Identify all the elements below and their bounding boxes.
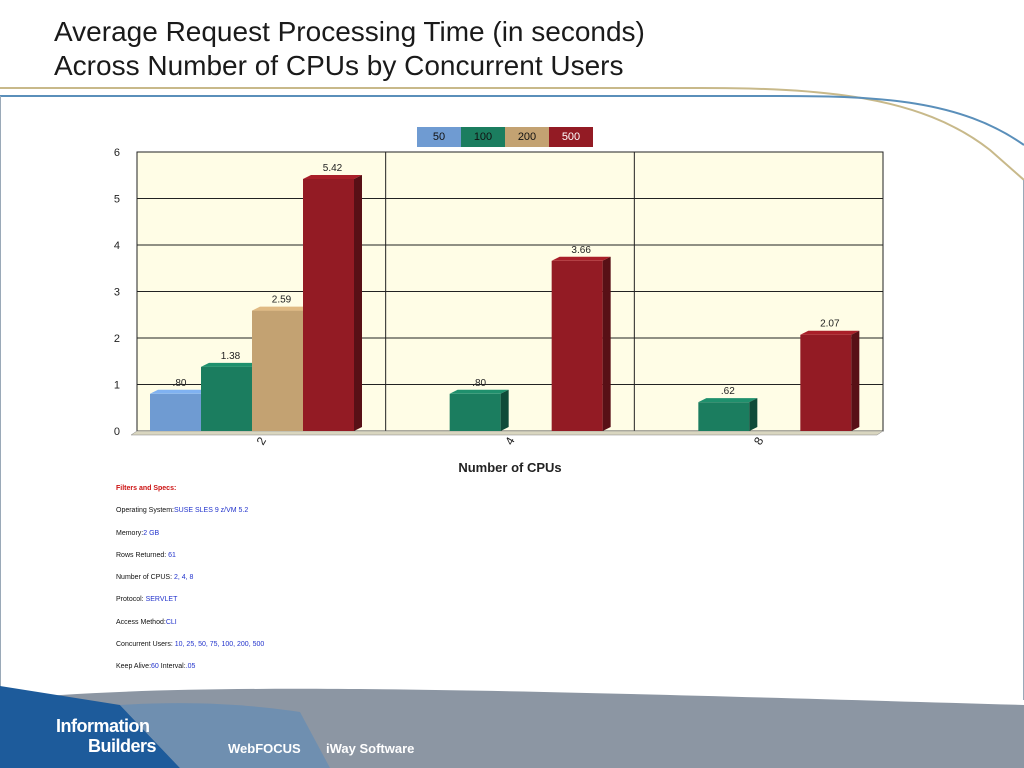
keepalive-label: Keep Alive:	[116, 663, 152, 671]
company-logo-line2: Builders	[88, 736, 157, 756]
legend-item-200: 200	[505, 127, 549, 147]
y-tick-label: 5	[114, 194, 120, 206]
data-label-100-2: 1.38	[221, 351, 241, 362]
data-label-500-8: 2.07	[820, 319, 840, 330]
data-label-500-2: 5.42	[323, 163, 343, 174]
x-tick-label-4: 4	[502, 434, 518, 447]
y-tick-label: 0	[114, 426, 120, 438]
bar-side-500-4	[602, 256, 611, 431]
bar-side-100-8	[749, 398, 758, 431]
memory-label: Memory:	[116, 529, 144, 537]
product-webfocus: WebFOCUS	[228, 741, 301, 756]
filters-and-specs: Filters and Specs: Operating System:SUSE…	[116, 484, 264, 685]
chart-legend: 50 100 200 500	[417, 127, 593, 147]
access-value: CLI	[165, 618, 177, 626]
access-label: Access Method:	[116, 618, 166, 626]
bar-side-500-2	[354, 174, 362, 431]
bar-top-500-2	[303, 174, 362, 179]
protocol-label: Protocol:	[116, 596, 144, 604]
users-label: Concurrent Users:	[116, 641, 173, 649]
x-tick-label-2: 2	[254, 434, 270, 447]
bar-500-8	[800, 334, 852, 431]
cpus-label: Number of CPUS:	[116, 574, 173, 582]
data-label-200-2: 2.59	[272, 295, 292, 306]
interval-value: .05	[185, 663, 196, 671]
y-tick-label: 2	[114, 333, 120, 345]
y-tick-label: 3	[114, 287, 120, 299]
chart-floor	[130, 430, 884, 436]
page-title-line1: Average Request Processing Time (in seco…	[54, 16, 645, 47]
bar-top-100-2	[201, 362, 260, 367]
rows-value: 61	[168, 551, 176, 559]
interval-label: Interval:	[160, 663, 186, 671]
bar-500-4	[551, 260, 603, 431]
bar-top-500-8	[800, 330, 860, 335]
bar-200-2	[252, 310, 303, 431]
bar-side-100-4	[500, 389, 509, 431]
memory-value: 2 GB	[143, 529, 160, 537]
bar-100-2	[201, 366, 252, 431]
y-tick-label: 4	[114, 240, 120, 252]
footer-band-blue	[0, 686, 180, 768]
y-tick-label: 1	[114, 380, 120, 392]
os-value: SUSE SLES 9 z/VM 5.2	[173, 507, 249, 515]
os-label: Operating System:	[116, 507, 174, 515]
specs-header: Filters and Specs:	[116, 485, 177, 492]
legend-item-100: 100	[461, 127, 505, 147]
cpus-value: 2, 4, 8	[173, 574, 194, 582]
bar-top-50-2	[150, 389, 209, 394]
legend-item-50: 50	[417, 127, 461, 147]
users-value: 10, 25, 50, 75, 100, 200, 500	[174, 641, 265, 649]
bar-500-2	[303, 178, 354, 431]
product-iway: iWay Software	[326, 741, 415, 756]
bar-100-8	[698, 402, 750, 431]
keepalive-value: 60	[151, 663, 159, 671]
bar-50-2	[150, 393, 201, 431]
company-logo-line1: Information	[56, 716, 150, 736]
data-label-50-2: .80	[173, 378, 187, 389]
footer-band-lightblue	[120, 703, 330, 768]
rows-label: Rows Returned:	[116, 551, 167, 559]
y-tick-label: 6	[114, 147, 120, 159]
bar-top-100-4	[449, 389, 509, 394]
bar-top-200-2	[252, 306, 311, 311]
data-label-500-4: 3.66	[571, 245, 591, 256]
data-label-100-4: .80	[472, 378, 486, 389]
bar-top-500-4	[551, 256, 611, 261]
legend-item-500: 500	[549, 127, 593, 147]
protocol-value: SERVLET	[145, 596, 178, 604]
data-label-100-8: .62	[721, 386, 735, 397]
page-title-line2: Across Number of CPUs by Concurrent User…	[54, 50, 624, 81]
bar-side-500-8	[851, 330, 860, 431]
bar-100-4	[449, 393, 501, 431]
header-swoosh-blue	[0, 95, 1024, 146]
x-tick-label-8: 8	[751, 434, 767, 447]
x-axis-label: Number of CPUs	[458, 460, 561, 475]
bar-top-100-8	[698, 398, 758, 403]
